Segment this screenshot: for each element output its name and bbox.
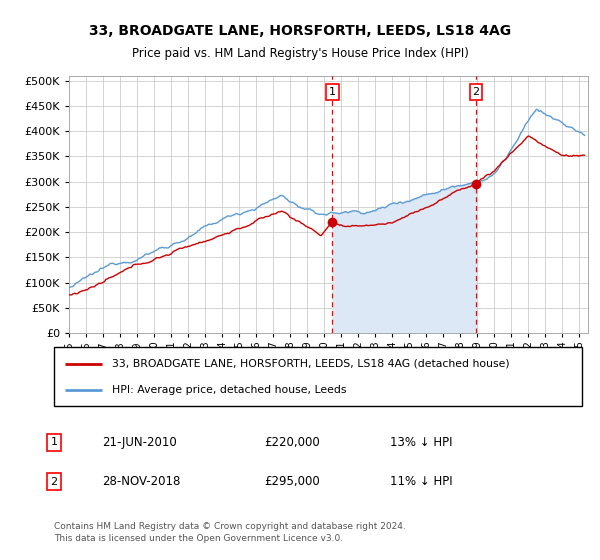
Text: 33, BROADGATE LANE, HORSFORTH, LEEDS, LS18 4AG: 33, BROADGATE LANE, HORSFORTH, LEEDS, LS… — [89, 24, 511, 38]
Text: Contains HM Land Registry data © Crown copyright and database right 2024.
This d: Contains HM Land Registry data © Crown c… — [54, 522, 406, 543]
Text: 33, BROADGATE LANE, HORSFORTH, LEEDS, LS18 4AG (detached house): 33, BROADGATE LANE, HORSFORTH, LEEDS, LS… — [112, 358, 510, 368]
Text: HPI: Average price, detached house, Leeds: HPI: Average price, detached house, Leed… — [112, 385, 347, 395]
Text: £295,000: £295,000 — [264, 475, 320, 488]
Text: 1: 1 — [50, 437, 58, 447]
Text: 21-JUN-2010: 21-JUN-2010 — [102, 436, 177, 449]
Text: 28-NOV-2018: 28-NOV-2018 — [102, 475, 181, 488]
Text: 11% ↓ HPI: 11% ↓ HPI — [390, 475, 452, 488]
Text: 13% ↓ HPI: 13% ↓ HPI — [390, 436, 452, 449]
FancyBboxPatch shape — [54, 347, 582, 406]
Text: £220,000: £220,000 — [264, 436, 320, 449]
Text: Price paid vs. HM Land Registry's House Price Index (HPI): Price paid vs. HM Land Registry's House … — [131, 46, 469, 60]
Text: 2: 2 — [472, 87, 479, 97]
Text: 1: 1 — [329, 87, 336, 97]
Text: 2: 2 — [50, 477, 58, 487]
